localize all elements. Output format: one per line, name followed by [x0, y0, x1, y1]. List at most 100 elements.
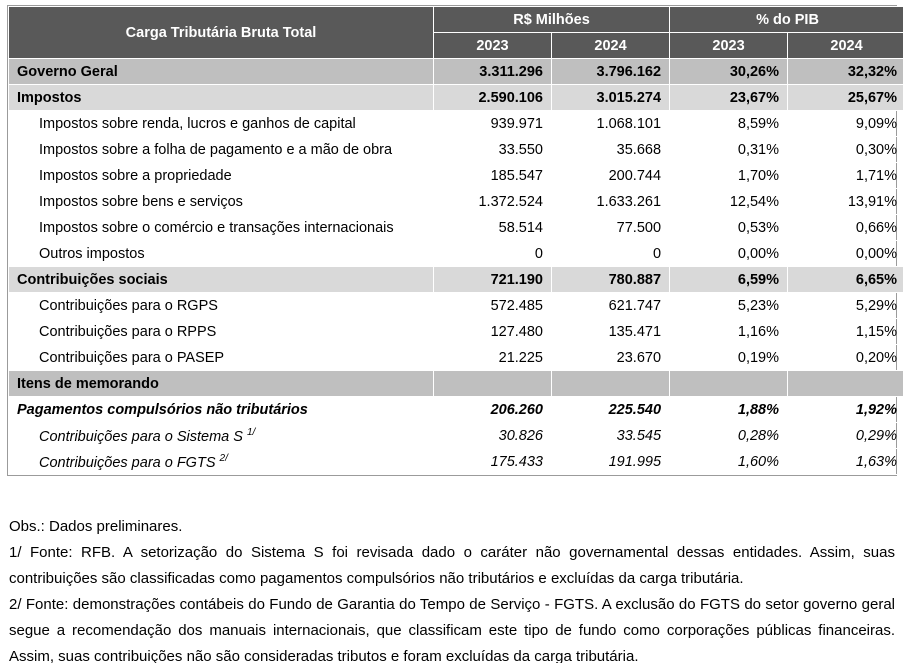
cell-value: 3.015.274 [550, 84, 671, 111]
table-title: Carga Tributária Bruta Total [8, 6, 434, 59]
cell-value: 939.971 [433, 110, 552, 137]
cell-value: 1,70% [669, 162, 789, 189]
cell-value: 23.670 [550, 344, 671, 371]
cell-value: 191.995 [550, 448, 671, 475]
cell-value: 1.068.101 [550, 110, 671, 137]
row-label: Impostos [8, 84, 434, 111]
cell-value: 8,59% [669, 110, 789, 137]
cell-value: 1,16% [669, 318, 789, 345]
col-group-rs-milhoes: R$ Milhões [432, 6, 671, 33]
cell-value: 3.311.296 [433, 58, 552, 85]
table-row: Contribuições para o RPPS 127.480 135.47… [8, 318, 903, 345]
cell-value: 13,91% [787, 188, 903, 215]
cell-value [669, 370, 789, 397]
cell-value: 1.372.524 [433, 188, 552, 215]
cell-value: 127.480 [433, 318, 552, 345]
row-label: Contribuições sociais [8, 266, 434, 293]
table-row: Impostos sobre a propriedade 185.547 200… [8, 162, 903, 189]
table-row: Impostos sobre o comércio e transações i… [8, 214, 903, 241]
cell-value: 175.433 [433, 448, 552, 475]
table-row-governo-geral: Governo Geral 3.311.296 3.796.162 30,26%… [8, 58, 903, 85]
cell-value [787, 370, 903, 397]
tax-burden-table: Carga Tributária Bruta Total R$ Milhões … [7, 5, 903, 476]
table: Carga Tributária Bruta Total R$ Milhões … [8, 6, 903, 475]
cell-value: 1,63% [787, 448, 903, 475]
cell-value: 1,60% [669, 448, 789, 475]
table-row: Contribuições para o PASEP 21.225 23.670… [8, 344, 903, 371]
cell-value: 1,92% [787, 396, 903, 423]
cell-value: 621.747 [550, 292, 671, 319]
table-row: Outros impostos 0 0 0,00% 0,00% [8, 240, 903, 267]
row-label: Contribuições para o RPPS [8, 318, 434, 345]
cell-value: 30,26% [669, 58, 789, 85]
table-row: Impostos sobre bens e serviços 1.372.524… [8, 188, 903, 215]
cell-value: 12,54% [669, 188, 789, 215]
col-header-rs-2023: 2023 [433, 32, 552, 59]
cell-value: 0,29% [787, 422, 903, 449]
cell-value: 6,59% [669, 266, 789, 293]
cell-value: 33.545 [550, 422, 671, 449]
cell-value: 0,53% [669, 214, 789, 241]
table-row: Contribuições para o RGPS 572.485 621.74… [8, 292, 903, 319]
cell-value: 200.744 [550, 162, 671, 189]
cell-value: 0,66% [787, 214, 903, 241]
header-row-groups: Carga Tributária Bruta Total R$ Milhões … [8, 6, 903, 59]
row-label: Outros impostos [8, 240, 434, 267]
footnotes: Obs.: Dados preliminares. 1/ Fonte: RFB.… [7, 514, 897, 663]
cell-value: 21.225 [433, 344, 552, 371]
note-1: 1/ Fonte: RFB. A setorização do Sistema … [9, 544, 895, 587]
cell-value: 0 [433, 240, 552, 267]
cell-value: 225.540 [550, 396, 671, 423]
cell-value: 30.826 [433, 422, 552, 449]
cell-value: 2.590.106 [433, 84, 552, 111]
cell-value: 1.633.261 [550, 188, 671, 215]
table-row-contribuicoes-sociais: Contribuições sociais 721.190 780.887 6,… [8, 266, 903, 293]
cell-value: 1,71% [787, 162, 903, 189]
col-group-pib: % do PIB [669, 6, 903, 33]
cell-value: 721.190 [433, 266, 552, 293]
cell-value: 6,65% [787, 266, 903, 293]
cell-value: 33.550 [433, 136, 552, 163]
col-header-pib-2024: 2024 [787, 32, 903, 59]
cell-value: 77.500 [550, 214, 671, 241]
row-label: Contribuições para o RGPS [8, 292, 434, 319]
cell-value: 0 [550, 240, 671, 267]
table-row-sistema-s: Contribuições para o Sistema S 1/ 30.826… [8, 422, 903, 449]
cell-value: 58.514 [433, 214, 552, 241]
cell-value: 25,67% [787, 84, 903, 111]
col-header-rs-2024: 2024 [550, 32, 671, 59]
table-row: Impostos sobre renda, lucros e ganhos de… [8, 110, 903, 137]
row-label: Impostos sobre renda, lucros e ganhos de… [8, 110, 434, 137]
cell-value: 0,28% [669, 422, 789, 449]
cell-value: 185.547 [433, 162, 552, 189]
cell-value [550, 370, 671, 397]
cell-value: 5,23% [669, 292, 789, 319]
row-label-text: Contribuições para o FGTS [39, 454, 216, 471]
row-label: Itens de memorando [8, 370, 434, 397]
cell-value: 0,30% [787, 136, 903, 163]
cell-value: 32,32% [787, 58, 903, 85]
row-label-text: Contribuições para o Sistema S [39, 428, 243, 445]
cell-value: 0,00% [669, 240, 789, 267]
row-label: Contribuições para o FGTS 2/ [8, 448, 434, 475]
cell-value: 0,20% [787, 344, 903, 371]
header-row-years: 2023 2024 2023 2024 [9, 32, 903, 59]
cell-value: 135.471 [550, 318, 671, 345]
footnote-ref-1: 1/ [246, 426, 256, 438]
row-label: Impostos sobre a folha de pagamento e a … [8, 136, 434, 163]
row-label: Governo Geral [8, 58, 434, 85]
table-row-pagamentos-compulsorios: Pagamentos compulsórios não tributários … [8, 396, 903, 423]
table-row-fgts: Contribuições para o FGTS 2/ 175.433 191… [8, 448, 903, 475]
cell-value: 780.887 [550, 266, 671, 293]
table-row-itens-memorando: Itens de memorando [8, 370, 903, 397]
cell-value: 9,09% [787, 110, 903, 137]
cell-value: 206.260 [433, 396, 552, 423]
note-2: 2/ Fonte: demonstrações contábeis do Fun… [9, 596, 895, 663]
cell-value: 0,00% [787, 240, 903, 267]
row-label: Contribuições para o PASEP [8, 344, 434, 371]
cell-value: 572.485 [433, 292, 552, 319]
cell-value: 0,31% [669, 136, 789, 163]
col-header-pib-2023: 2023 [669, 32, 789, 59]
cell-value: 1,15% [787, 318, 903, 345]
